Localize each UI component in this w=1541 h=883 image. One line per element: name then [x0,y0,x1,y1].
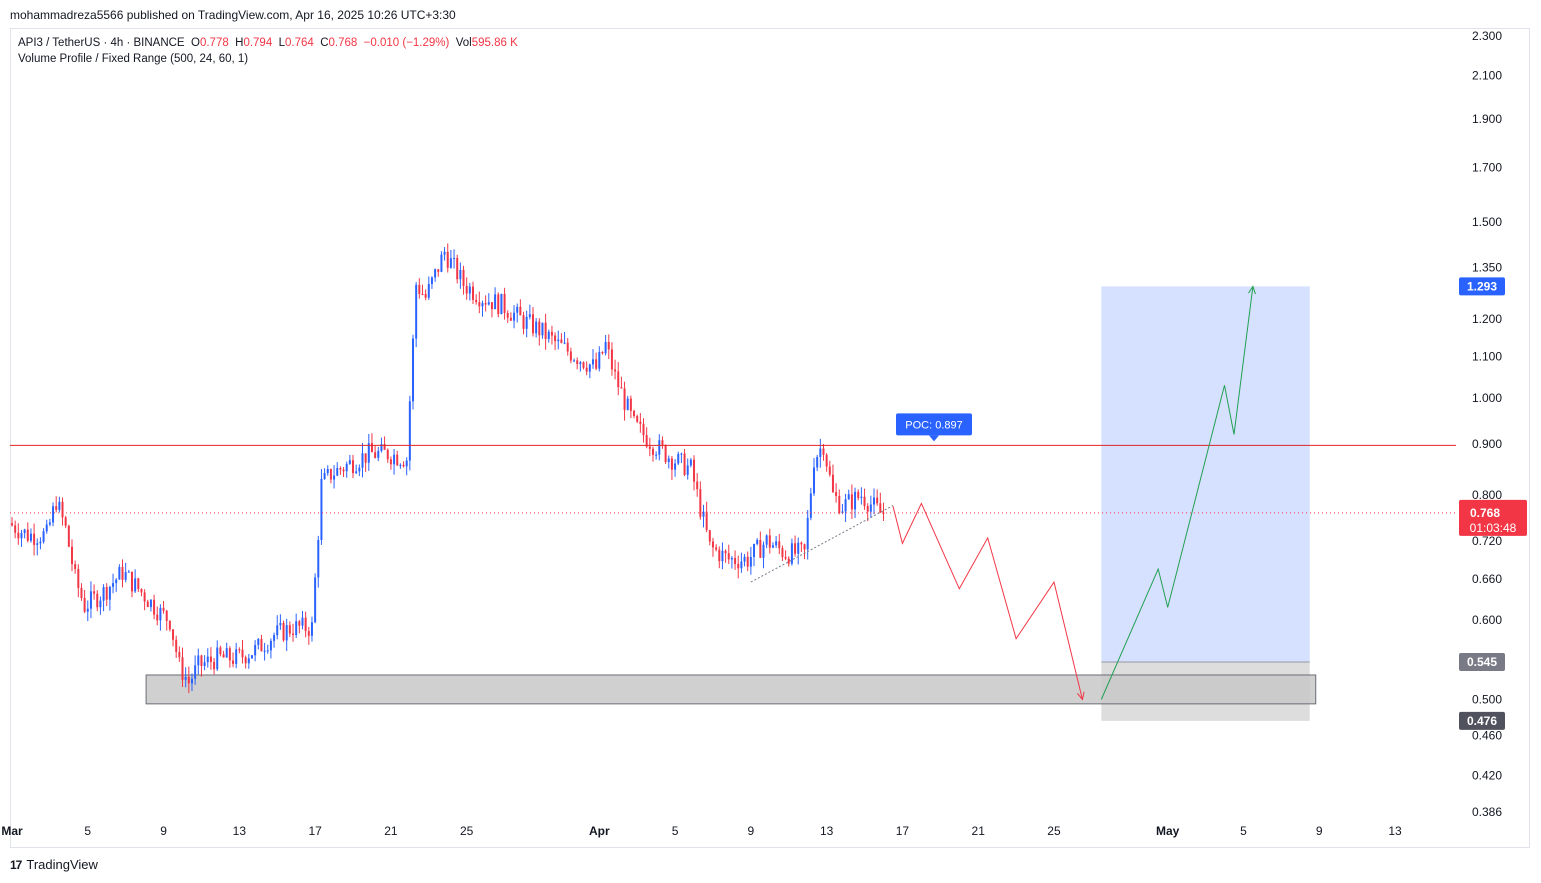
publisher-line: mohammadreza5566 published on TradingVie… [10,8,456,22]
symbol-label[interactable]: API3 / TetherUS · 4h · BINANCE [18,37,185,49]
chart-legend: API3 / TetherUS · 4h · BINANCE O0.778 H0… [18,35,518,67]
open-value: 0.778 [199,37,229,49]
footer-brand[interactable]: TradingView [26,857,98,872]
tradingview-logo-icon: 17 [10,857,22,872]
low-label: L [278,37,286,49]
footer: 17 TradingView [10,857,98,872]
low-value: 0.764 [285,37,314,49]
high-value: 0.794 [243,37,273,49]
chart-frame [10,28,1530,848]
high-label: H [235,37,244,49]
volume-value: 595.86 K [471,37,518,49]
close-label: C [320,37,329,49]
close-value: 0.768 [328,37,358,49]
volume-label: Vol [455,37,472,49]
change-value: −0.010 (−1.29%) [363,37,450,49]
open-label: O [191,37,200,49]
indicator-legend-row[interactable]: Volume Profile / Fixed Range (500, 24, 6… [18,53,249,65]
ohlc-legend-row: API3 / TetherUS · 4h · BINANCE O0.778 H0… [18,35,518,51]
